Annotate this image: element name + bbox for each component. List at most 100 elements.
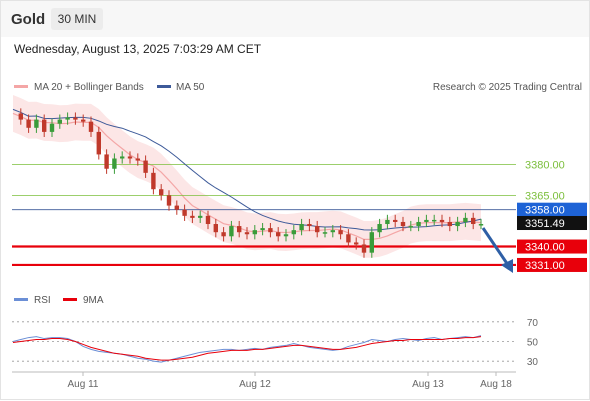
- rsi-ma-legend-label: 9MA: [83, 295, 104, 306]
- candle-body: [229, 226, 234, 237]
- candle-body: [408, 226, 413, 228]
- level-tag-3340.00: [517, 239, 587, 254]
- level-label-3380.00: 3380.00: [525, 160, 565, 172]
- rsi-panel: 70 50 30: [12, 318, 538, 368]
- candle-body: [471, 217, 476, 225]
- ma50-legend-label: MA 50: [176, 82, 205, 93]
- level-tag-3351.49: [517, 216, 587, 231]
- candle-body: [416, 221, 421, 227]
- price-bars: [18, 108, 484, 258]
- x-axis-ticks: Aug 11 Aug 12 Aug 13 Aug 18: [68, 372, 512, 390]
- candle-body: [237, 226, 242, 233]
- candle-body: [182, 209, 187, 216]
- candle-body: [104, 154, 109, 169]
- candle-body: [166, 195, 172, 206]
- candle-body: [81, 119, 86, 122]
- candle-body: [221, 232, 226, 237]
- candle-body: [322, 232, 328, 234]
- candle-body: [73, 117, 78, 120]
- ma20-legend-swatch: [14, 85, 28, 88]
- candle-body: [198, 215, 203, 218]
- candle-body: [127, 156, 133, 159]
- candle-body: [26, 119, 31, 128]
- timestamp: Wednesday, August 13, 2025 7:03:29 AM CE…: [14, 42, 262, 56]
- candle-body: [244, 232, 250, 235]
- candle-body: [361, 244, 367, 253]
- x-tick-Aug-11: Aug 11: [68, 379, 99, 390]
- candle-body: [283, 234, 289, 237]
- ma20-legend-label: MA 20 + Bollinger Bands: [34, 82, 144, 93]
- candle-body: [291, 230, 296, 235]
- candle-body: [377, 224, 382, 233]
- instrument-title: Gold: [11, 11, 46, 28]
- level-label-3340.00: 3340.00: [525, 242, 565, 254]
- candle-body: [88, 121, 94, 132]
- candle-body: [385, 219, 390, 225]
- candle-body: [463, 217, 468, 222]
- ma50-legend-swatch: [157, 85, 171, 88]
- candle-body: [135, 158, 140, 161]
- rsi-line: [12, 335, 482, 363]
- candle-body: [49, 123, 55, 132]
- candle-body: [400, 221, 406, 227]
- candle-body: [57, 119, 62, 124]
- candle-body: [299, 224, 304, 231]
- credit-text: Research © 2025 Trading Central: [433, 82, 582, 93]
- rsi-tick-50: 50: [527, 338, 539, 349]
- candle-body: [151, 172, 156, 190]
- x-tick-Aug-13: Aug 13: [412, 379, 444, 390]
- candle-body: [260, 228, 265, 231]
- candle-body: [205, 215, 211, 225]
- candle-body: [478, 224, 484, 226]
- forecast-arrow: [481, 227, 513, 273]
- timeframe-badge[interactable]: 30 MIN: [51, 8, 103, 30]
- candle-body: [268, 228, 273, 233]
- candle-body: [252, 230, 257, 235]
- candle-body: [213, 224, 218, 233]
- candle-body: [424, 219, 429, 222]
- candle-body: [432, 219, 437, 222]
- candle-body: [447, 221, 452, 227]
- candle-body: [65, 117, 70, 120]
- candle-body: [455, 221, 460, 227]
- level-tag-3358.00: [517, 202, 587, 217]
- level-lines: [12, 164, 516, 267]
- rsi-legend-swatch: [14, 298, 28, 301]
- rsi-ma-legend-swatch: [63, 298, 77, 301]
- candle-body: [143, 160, 148, 173]
- level-label-3365.00: 3365.00: [525, 190, 565, 202]
- candle-body: [34, 119, 39, 128]
- candle-body: [346, 234, 351, 243]
- candle-body: [369, 232, 374, 253]
- candle-body: [174, 205, 179, 210]
- candle-body: [96, 131, 101, 155]
- bollinger-fill: [13, 95, 481, 258]
- x-tick-Aug-18: Aug 18: [480, 379, 512, 390]
- candle-body: [315, 226, 320, 233]
- candle-body: [42, 119, 47, 132]
- candle-body: [330, 230, 335, 233]
- level-tag-3331.00: [517, 257, 587, 272]
- candle-body: [190, 215, 195, 218]
- candle-body: [439, 219, 445, 222]
- level-label-3351.49: 3351.49: [525, 218, 565, 230]
- candle-body: [120, 156, 125, 159]
- level-label-3358.00: 3358.00: [525, 205, 565, 217]
- rsi-tick-70: 70: [527, 318, 539, 329]
- candle-body: [18, 113, 23, 120]
- candle-body: [307, 224, 312, 227]
- header-bar: Gold 30 MIN: [1, 1, 589, 37]
- level-label-3331.00: 3331.00: [525, 260, 565, 272]
- candle-body: [159, 189, 164, 196]
- candle-body: [354, 242, 359, 245]
- candle-body: [112, 158, 117, 169]
- candle-body: [338, 230, 343, 235]
- rsi-ma-line: [12, 336, 482, 361]
- rsi-legend-label: RSI: [34, 295, 51, 306]
- x-tick-Aug-12: Aug 12: [239, 379, 271, 390]
- rsi-tick-30: 30: [527, 357, 539, 368]
- candle-body: [276, 232, 281, 237]
